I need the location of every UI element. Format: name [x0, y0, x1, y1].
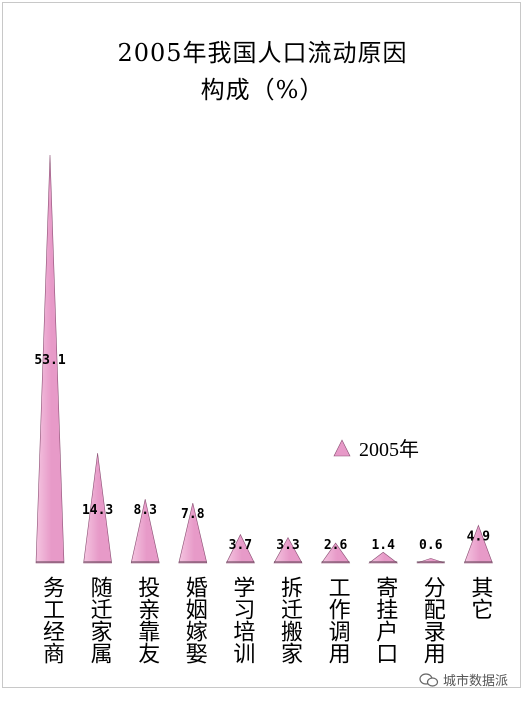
bar-base-2: [83, 561, 112, 563]
data-label-2: 14.3: [82, 503, 113, 518]
category-label-8: 寄挂户口: [372, 576, 398, 664]
category-label-5: 学习培训: [229, 576, 255, 664]
category-label-7: 工作调用: [324, 576, 350, 664]
data-label-3: 8.3: [133, 503, 156, 518]
legend-triangle-icon: [333, 438, 351, 456]
data-label-4: 7.8: [181, 507, 205, 522]
watermark-text: 城市数据派: [443, 674, 509, 689]
legend: 2005年: [333, 433, 419, 462]
chart-frame: [2, 2, 521, 688]
bar-base-7: [321, 561, 350, 563]
chart-title: 2005年我国人口流动原因: [117, 39, 408, 67]
category-label-2: 随迁家属: [86, 576, 112, 664]
category-label-6: 拆迁搬家: [277, 576, 302, 664]
bar-base-10: [464, 561, 493, 563]
category-label-3: 投亲靠友: [134, 576, 160, 664]
data-label-7: 2.6: [324, 538, 348, 553]
wechat-icon: [419, 672, 439, 687]
bar-base-8: [369, 561, 398, 563]
data-label-1: 53.1: [34, 353, 65, 368]
category-label-1: 务工经商: [39, 576, 64, 664]
chart-subtitle: 构成（%）: [200, 76, 325, 104]
data-label-9: 0.6: [419, 538, 443, 553]
data-label-6: 3.3: [276, 538, 299, 553]
category-label-10: 其它: [467, 576, 493, 620]
bar-base-9: [416, 561, 445, 563]
data-label-8: 1.4: [371, 538, 395, 553]
bar-base-5: [226, 561, 255, 563]
bar-base-6: [274, 561, 302, 563]
legend-label: 2005年: [359, 439, 419, 461]
data-label-5: 3.7: [229, 538, 252, 553]
data-label-10: 4.9: [467, 529, 490, 544]
category-label-4: 婚姻嫁娶: [181, 576, 207, 664]
bar-base-4: [178, 561, 207, 563]
bar-base-1: [36, 561, 64, 563]
category-label-9: 分配录用: [419, 576, 445, 664]
bar-base-3: [131, 561, 160, 563]
watermark: 城市数据派: [419, 670, 508, 689]
